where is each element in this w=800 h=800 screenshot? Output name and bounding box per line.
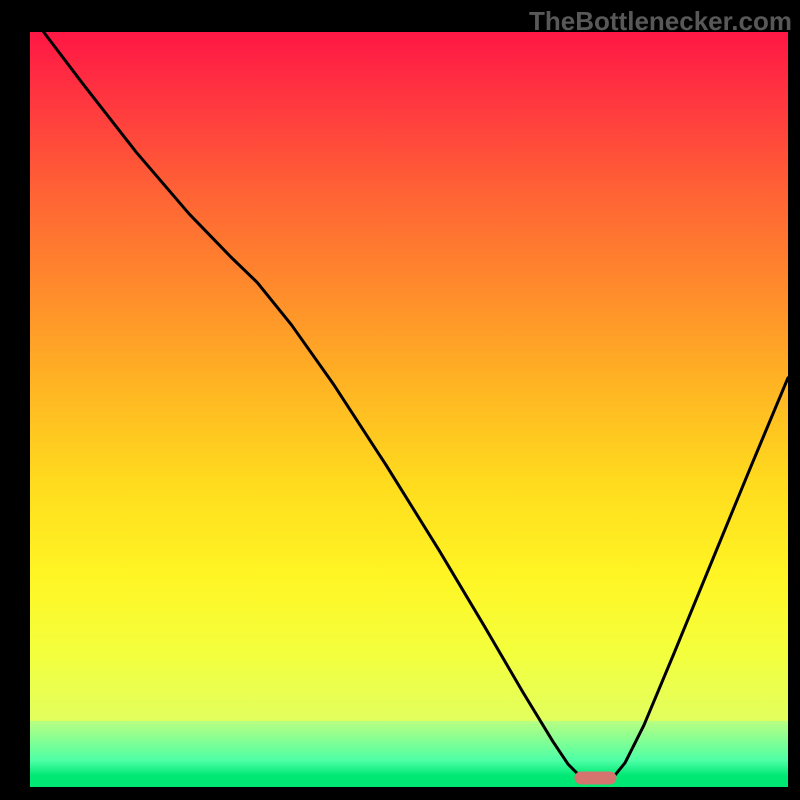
- optimum-marker: [574, 771, 616, 784]
- watermark-text: TheBottlenecker.com: [529, 6, 792, 37]
- frame-right: [788, 0, 800, 800]
- frame-left: [0, 0, 30, 800]
- frame-bottom: [0, 787, 800, 800]
- gradient-background: [30, 32, 788, 787]
- bottleneck-chart: [0, 0, 800, 800]
